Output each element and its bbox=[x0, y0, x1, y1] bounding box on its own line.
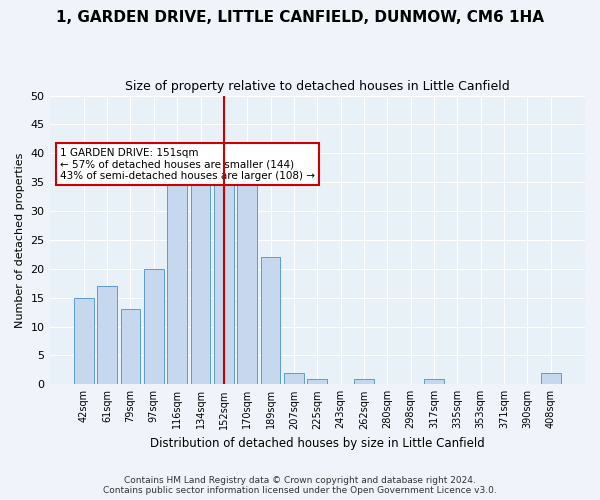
Text: 1, GARDEN DRIVE, LITTLE CANFIELD, DUNMOW, CM6 1HA: 1, GARDEN DRIVE, LITTLE CANFIELD, DUNMOW… bbox=[56, 10, 544, 25]
Bar bbox=[307, 378, 327, 384]
Bar bbox=[541, 373, 560, 384]
Bar bbox=[97, 286, 117, 384]
Bar bbox=[214, 142, 234, 384]
Title: Size of property relative to detached houses in Little Canfield: Size of property relative to detached ho… bbox=[125, 80, 509, 93]
Bar bbox=[167, 148, 187, 384]
Bar bbox=[260, 258, 280, 384]
X-axis label: Distribution of detached houses by size in Little Canfield: Distribution of detached houses by size … bbox=[150, 437, 485, 450]
Bar bbox=[238, 170, 257, 384]
Y-axis label: Number of detached properties: Number of detached properties bbox=[15, 152, 25, 328]
Bar bbox=[144, 269, 164, 384]
Bar bbox=[121, 309, 140, 384]
Bar bbox=[284, 373, 304, 384]
Bar bbox=[74, 298, 94, 384]
Text: 1 GARDEN DRIVE: 151sqm
← 57% of detached houses are smaller (144)
43% of semi-de: 1 GARDEN DRIVE: 151sqm ← 57% of detached… bbox=[60, 148, 315, 180]
Bar bbox=[191, 159, 211, 384]
Bar bbox=[424, 378, 444, 384]
Text: Contains HM Land Registry data © Crown copyright and database right 2024.
Contai: Contains HM Land Registry data © Crown c… bbox=[103, 476, 497, 495]
Bar bbox=[354, 378, 374, 384]
